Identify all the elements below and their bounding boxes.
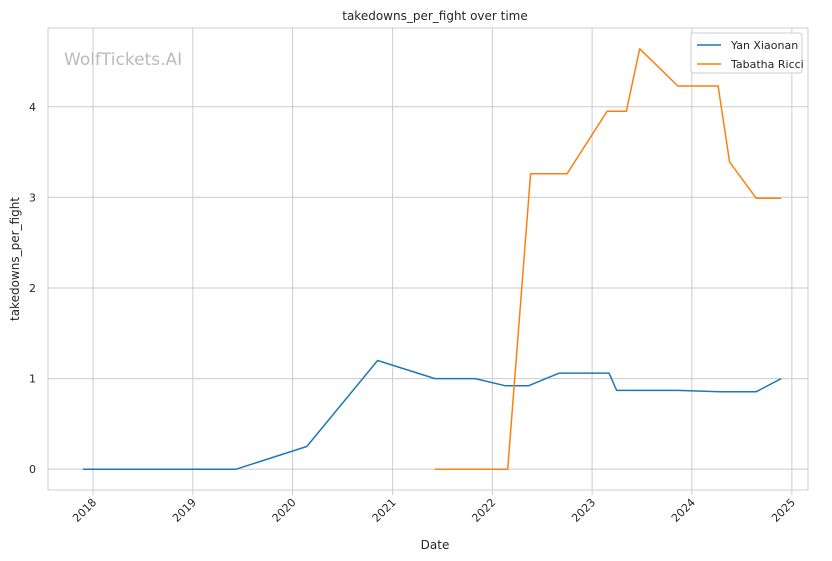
y-tick-label: 2: [29, 282, 36, 295]
y-axis-ticks: 0 1 2 3 4: [29, 101, 36, 476]
legend: Yan Xiaonan Tabatha Ricci: [690, 32, 804, 74]
plot-area-frame: [47, 27, 809, 491]
y-tick-label: 3: [29, 191, 36, 204]
series-line-tabatha-ricci: [435, 48, 782, 470]
x-axis-label: Date: [421, 538, 450, 552]
y-tick-label: 0: [29, 463, 36, 476]
legend-label-yan-xiaonan: Yan Xiaonan: [730, 39, 798, 52]
grid: [48, 28, 808, 490]
watermark-text: WolfTickets.AI: [64, 50, 182, 70]
series-line-yan-xiaonan: [83, 359, 782, 470]
legend-label-tabatha-ricci: Tabatha Ricci: [730, 58, 804, 71]
y-axis-label: takedowns_per_fight: [8, 197, 22, 321]
series-lines: [83, 48, 782, 470]
y-tick-label: 4: [29, 101, 36, 114]
chart-title: takedowns_per_fight over time: [342, 9, 528, 23]
y-tick-label: 1: [29, 373, 36, 386]
legend-box: [690, 32, 803, 74]
